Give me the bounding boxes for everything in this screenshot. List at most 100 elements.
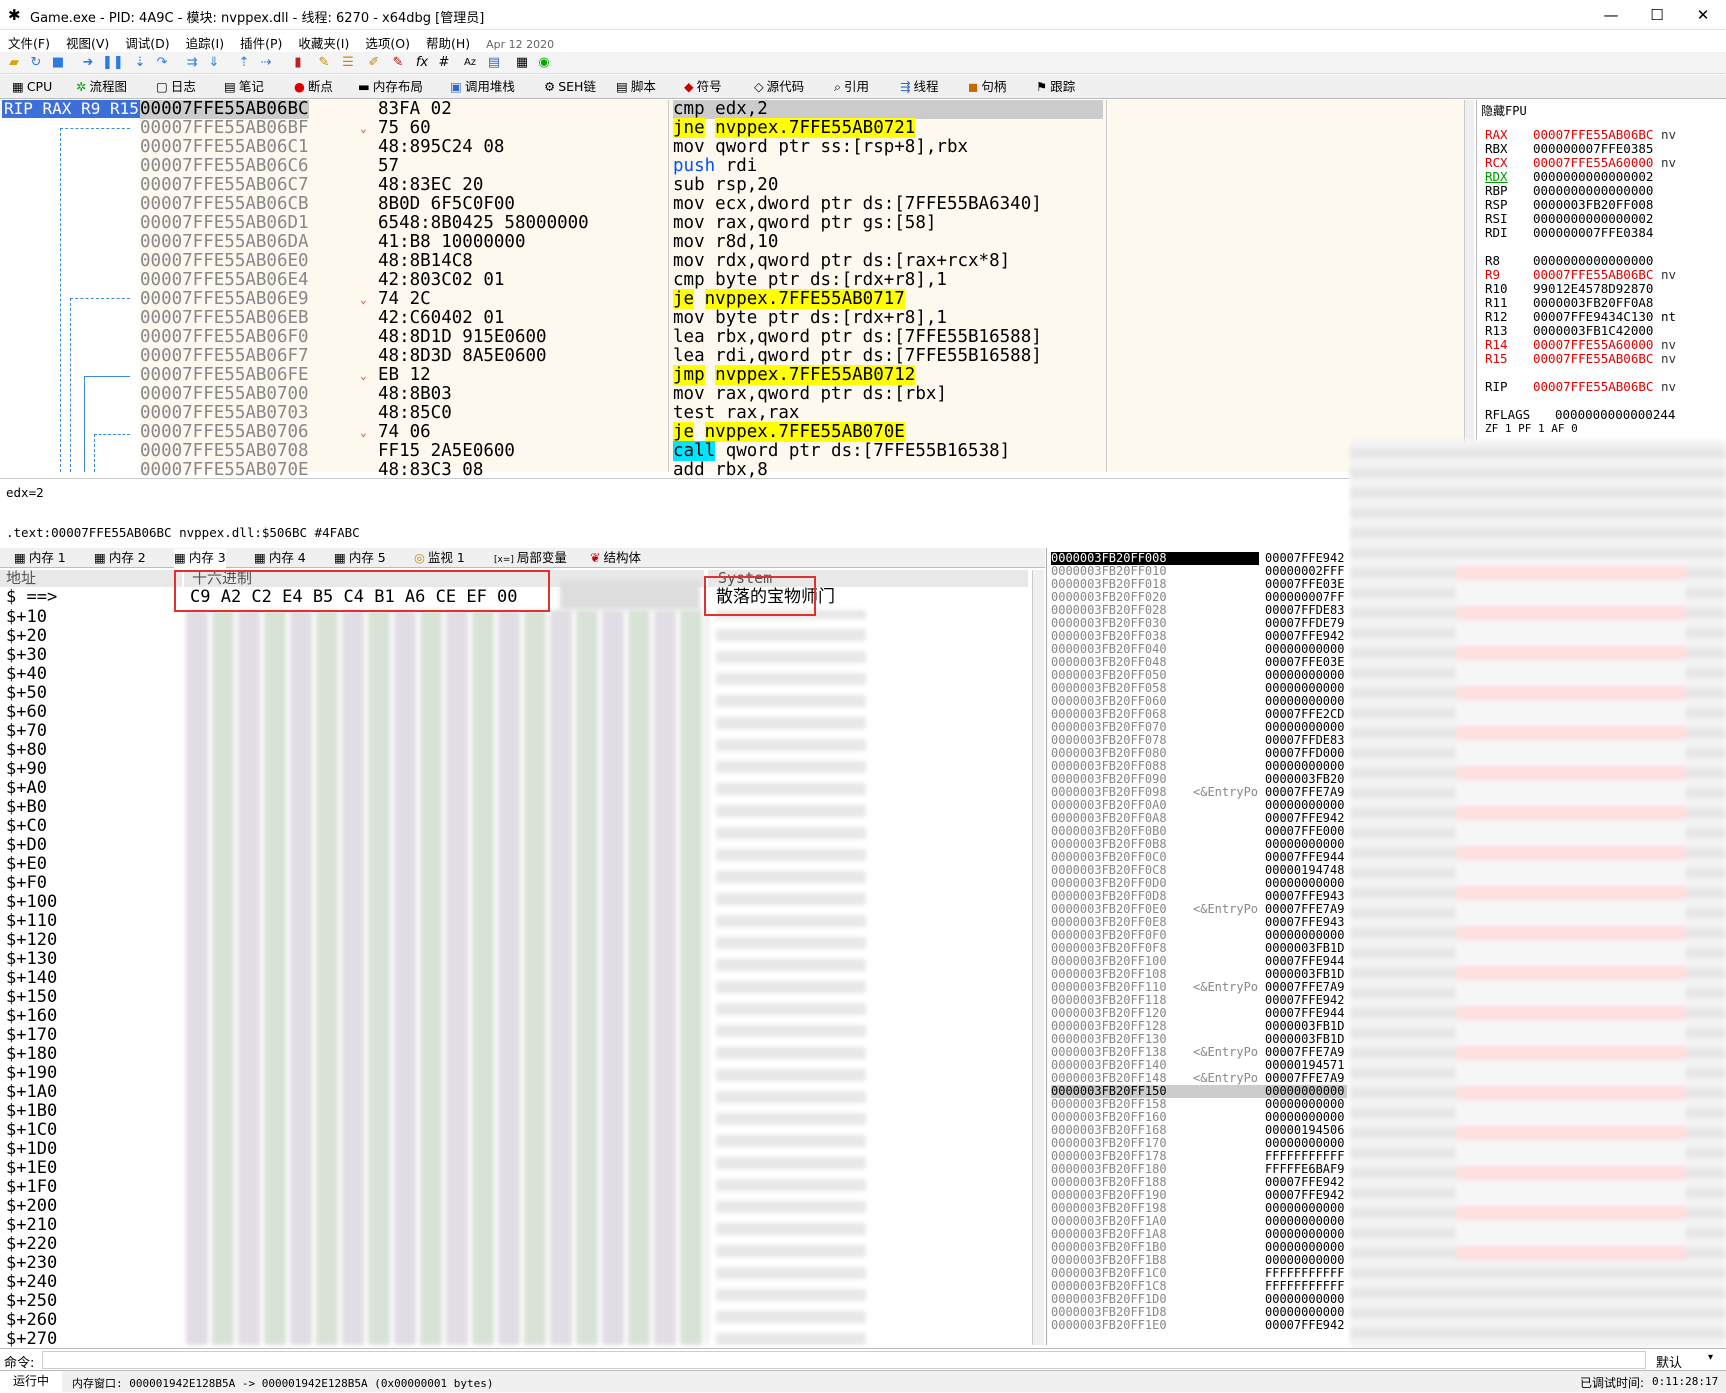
tab-memory-map[interactable]: ▬ 内存布局 [358, 79, 423, 94]
disasm-instruction[interactable]: lea rbx,qword ptr ds:[7FFE55B16588] [673, 327, 1042, 347]
calculator-icon[interactable]: ▦ [515, 55, 529, 70]
stack-row[interactable]: 0000003FB20FF1A8 00000000000 [1051, 1228, 1344, 1241]
stack-row[interactable]: 0000003FB20FF170 00000000000 [1051, 1137, 1344, 1150]
tab-threads[interactable]: ⇶ 线程 [900, 79, 939, 94]
disasm-addr[interactable]: 00007FFE55AB06FE [140, 365, 309, 385]
stack-row[interactable]: 0000003FB20FF040 00000000000 [1051, 643, 1344, 656]
stack-row[interactable]: 0000003FB20FF0E8 00007FFE943 [1051, 916, 1344, 929]
register-row[interactable]: RDI 000000007FFE0384 [1485, 225, 1654, 240]
register-row[interactable]: RDX 0000000000000002 [1485, 169, 1654, 184]
tab-call-stack[interactable]: ▣ 调用堆栈 [450, 79, 515, 94]
stack-row[interactable]: 0000003FB20FF128 0000003FB1D [1051, 1020, 1344, 1033]
trace-over-icon[interactable]: ⇓ [208, 55, 220, 70]
dump-row-text[interactable]: 散落的宝物师门 [716, 587, 835, 607]
register-row[interactable]: RCX 00007FFE55A60000 nv [1485, 155, 1677, 170]
stack-row[interactable]: 0000003FB20FF118 00007FFE942 [1051, 994, 1344, 1007]
bookmark-icon[interactable]: ✐ [368, 55, 380, 70]
stack-row[interactable]: 0000003FB20FF048 00007FFE03E [1051, 656, 1344, 669]
disasm-instruction[interactable]: mov qword ptr ss:[rsp+8],rbx [673, 137, 969, 157]
stack-row[interactable]: 0000003FB20FF188 00007FFE942 [1051, 1176, 1344, 1189]
register-row[interactable]: RIP 00007FFE55AB06BC nv [1485, 379, 1677, 394]
fx-icon[interactable]: fx [415, 55, 429, 70]
menu-favourites[interactable]: 收藏夹(I) [298, 36, 350, 51]
disasm-instruction[interactable]: lea rdi,qword ptr ds:[7FFE55B16588] [673, 346, 1042, 366]
stack-row[interactable]: 0000003FB20FF078 00007FFDE83 [1051, 734, 1344, 747]
disasm-addr[interactable]: 00007FFE55AB06EB [140, 308, 309, 328]
step-over-icon[interactable]: ↷ [156, 55, 168, 70]
stack-row[interactable]: 0000003FB20FF010 00000002FFF [1051, 565, 1344, 578]
run-to-user-code-icon[interactable]: ⇢ [260, 55, 272, 70]
tab-dump-5[interactable]: ▦ 内存 5 [334, 550, 386, 565]
maximize-button[interactable]: ☐ [1650, 6, 1664, 24]
font-icon[interactable]: Az [463, 57, 477, 68]
menu-trace[interactable]: 追踪(I) [185, 36, 225, 51]
restart-icon[interactable]: ↻ [30, 55, 42, 70]
disasm-addr[interactable]: 00007FFE55AB06E4 [140, 270, 309, 290]
close-button[interactable]: ✕ [1696, 6, 1710, 24]
comment-column[interactable] [1106, 100, 1464, 472]
stack-row[interactable]: 0000003FB20FF008 00007FFE942 [1051, 552, 1344, 565]
stack-row[interactable]: 0000003FB20FF0A0 00000000000 [1051, 799, 1344, 812]
stack-row[interactable]: 0000003FB20FF178 FFFFFFFFFFF [1051, 1150, 1344, 1163]
disasm-addr[interactable]: 00007FFE55AB06F0 [140, 327, 309, 347]
register-row[interactable]: RBX 000000007FFE0385 [1485, 141, 1654, 156]
menu-help[interactable]: 帮助(H) [425, 36, 471, 51]
tab-notes[interactable]: ▤ 笔记 [224, 79, 264, 94]
disasm-instruction[interactable]: mov rax,qword ptr gs:[58] [673, 213, 937, 233]
command-mode-select[interactable]: 默认 [1656, 1356, 1683, 1371]
stack-row[interactable]: 0000003FB20FF130 0000003FB1D [1051, 1033, 1344, 1046]
run-icon[interactable]: ➜ [82, 55, 94, 70]
menu-view[interactable]: 视图(V) [65, 36, 110, 51]
menu-options[interactable]: 选项(O) [365, 36, 410, 51]
disasm-addr[interactable]: 00007FFE55AB0703 [140, 403, 309, 423]
stack-row[interactable]: 0000003FB20FF138 <&EntryPo 00007FFE7A9 [1051, 1046, 1344, 1059]
stack-row[interactable]: 0000003FB20FF160 00000000000 [1051, 1111, 1344, 1124]
disasm-instruction[interactable]: mov r8d,10 [673, 232, 779, 252]
register-row[interactable]: RSP 0000003FB20FF008 [1485, 197, 1654, 212]
stack-row[interactable]: 0000003FB20FF080 00007FFD000 [1051, 747, 1344, 760]
stack-row[interactable]: 0000003FB20FF1B0 00000000000 [1051, 1241, 1344, 1254]
label-icon[interactable]: ☰ [342, 55, 354, 70]
stack-row[interactable]: 0000003FB20FF0D8 00007FFE943 [1051, 890, 1344, 903]
register-row[interactable]: R11 0000003FB20FF0A8 [1485, 295, 1654, 310]
comment-icon[interactable]: ✎ [318, 55, 330, 70]
tab-graph[interactable]: ✲ 流程图 [76, 79, 127, 94]
stack-row[interactable]: 0000003FB20FF028 00007FFDE83 [1051, 604, 1344, 617]
stack-row[interactable]: 0000003FB20FF1D0 00000000000 [1051, 1293, 1344, 1306]
stop-icon[interactable]: ■ [51, 55, 65, 70]
step-into-icon[interactable]: ⇣ [134, 55, 146, 70]
disasm-instruction[interactable]: add rbx,8 [673, 460, 768, 480]
stack-row[interactable]: 0000003FB20FF058 00000000000 [1051, 682, 1344, 695]
tab-watch[interactable]: ◎ 监视 1 [414, 550, 465, 565]
disasm-instruction[interactable]: mov rdx,qword ptr ds:[rax+rcx*8] [673, 251, 1011, 271]
tab-struct[interactable]: ❦ 结构体 [590, 550, 641, 565]
disasm-instruction[interactable]: call qword ptr ds:[7FFE55B16538] [673, 441, 1011, 461]
disasm-addr[interactable]: 00007FFE55AB06BF [140, 118, 309, 138]
stack-row[interactable]: 0000003FB20FF190 00007FFE942 [1051, 1189, 1344, 1202]
disasm-addr[interactable]: 00007FFE55AB06CB [140, 194, 309, 214]
stack-row[interactable]: 0000003FB20FF060 00000000000 [1051, 695, 1344, 708]
patch-icon[interactable]: ▮ [294, 55, 302, 70]
tab-log[interactable]: ▢ 日志 [156, 79, 196, 94]
stack-row[interactable]: 0000003FB20FF0B0 00007FFE000 [1051, 825, 1344, 838]
disasm-instruction[interactable]: mov rax,qword ptr ds:[rbx] [673, 384, 947, 404]
register-row[interactable]: R15 00007FFE55AB06BC nv [1485, 351, 1677, 366]
stack-row[interactable]: 0000003FB20FF1B8 00000000000 [1051, 1254, 1344, 1267]
disasm-addr[interactable]: 00007FFE55AB06BC [140, 99, 309, 119]
menu-plugins[interactable]: 插件(P) [240, 36, 283, 51]
tab-dump-1[interactable]: ▦ 内存 1 [14, 550, 66, 565]
stack-row[interactable]: 0000003FB20FF110 <&EntryPo 00007FFE7A9 [1051, 981, 1344, 994]
stack-view[interactable]: 0000003FB20FF008 00007FFE942 0000003FB20FF… [1046, 548, 1347, 1345]
menu-file[interactable]: 文件(F) [8, 36, 50, 51]
disasm-instruction[interactable]: jmp nvppex.7FFE55AB0712 [673, 365, 916, 385]
stack-row[interactable]: 0000003FB20FF198 00000000000 [1051, 1202, 1344, 1215]
stack-row[interactable]: 0000003FB20FF150 00000000000 [1051, 1085, 1347, 1098]
execute-till-return-icon[interactable]: ⇡ [238, 55, 250, 70]
command-input[interactable] [42, 1351, 1646, 1369]
minimize-button[interactable]: — [1603, 6, 1619, 24]
disasm-instruction[interactable]: push rdi [673, 156, 758, 176]
disasm-addr[interactable]: 00007FFE55AB06E0 [140, 251, 309, 271]
stack-row[interactable]: 0000003FB20FF050 00000000000 [1051, 669, 1344, 682]
register-row[interactable]: R12 00007FFE9434C130 nt [1485, 309, 1677, 324]
stack-row[interactable]: 0000003FB20FF1C0 FFFFFFFFFFF [1051, 1267, 1344, 1280]
